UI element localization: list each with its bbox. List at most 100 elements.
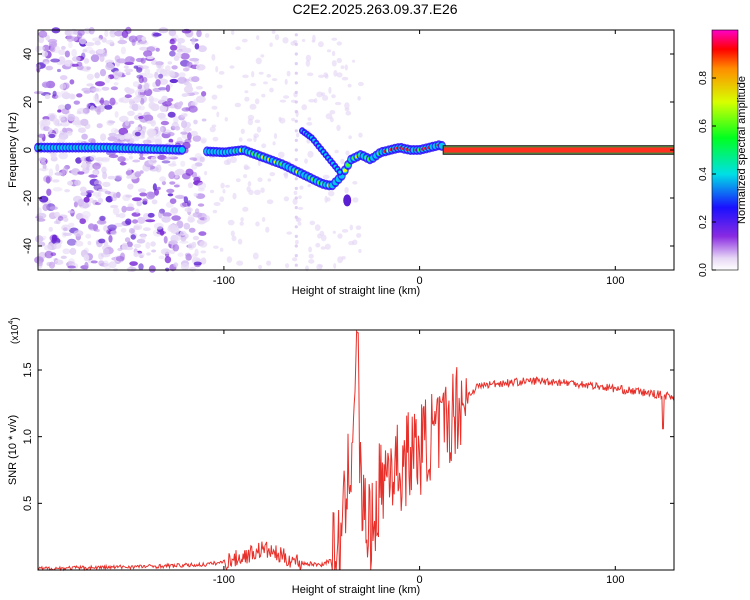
- noise-blob: [36, 218, 46, 222]
- noise-blob: [62, 127, 67, 133]
- noise-blob: [308, 246, 312, 253]
- noise-blob: [197, 182, 207, 190]
- noise-blob: [125, 71, 131, 76]
- noise-blob: [336, 57, 342, 64]
- y-tick-label: 20: [22, 96, 34, 108]
- noise-blob: [168, 29, 177, 37]
- noise-blob: [136, 67, 143, 73]
- noise-blob: [294, 129, 298, 133]
- noise-blob: [121, 30, 129, 38]
- noise-blob: [159, 208, 165, 214]
- noise-blob: [156, 186, 161, 190]
- noise-blob: [101, 86, 110, 91]
- noise-blob: [136, 238, 146, 244]
- spectrogram-ridge: [34, 127, 446, 207]
- noise-blob: [197, 203, 205, 207]
- noise-blob: [186, 200, 192, 207]
- noise-blob: [294, 263, 298, 267]
- noise-blob: [257, 159, 261, 166]
- noise-blob: [96, 109, 101, 115]
- noise-blob: [231, 235, 237, 242]
- noise-blob: [50, 58, 60, 63]
- noise-blob: [73, 201, 78, 208]
- noise-blob: [96, 49, 106, 54]
- noise-blob: [211, 105, 218, 110]
- noise-blob: [35, 235, 44, 243]
- y-tick-label: 1.5: [22, 362, 34, 377]
- noise-blob: [148, 265, 156, 273]
- noise-blob: [124, 94, 132, 99]
- y-tick-label: 0: [22, 147, 34, 153]
- noise-blob: [79, 218, 86, 225]
- noise-blob: [358, 132, 363, 138]
- noise-blob: [97, 197, 104, 204]
- noise-blob: [54, 172, 63, 176]
- noise-blob: [37, 260, 43, 267]
- noise-blob: [227, 219, 235, 226]
- noise-blob: [101, 37, 107, 43]
- noise-blob: [108, 154, 119, 159]
- noise-blob: [191, 163, 198, 170]
- noise-blob: [337, 256, 343, 264]
- noise-blob: [58, 152, 68, 160]
- noise-blob: [256, 126, 262, 133]
- noise-blob: [66, 238, 77, 246]
- noise-blob: [38, 133, 44, 138]
- noise-blob: [48, 261, 56, 269]
- noise-blob: [230, 156, 237, 164]
- noise-blob: [67, 180, 74, 186]
- noise-blob: [82, 107, 90, 114]
- noise-blob: [139, 192, 147, 197]
- noise-blob: [83, 90, 91, 94]
- noise-blob: [83, 254, 90, 262]
- noise-blob: [48, 168, 54, 177]
- noise-blob: [77, 171, 85, 175]
- noise-blob: [118, 127, 129, 135]
- noise-blob: [171, 65, 178, 70]
- noise-blob: [66, 35, 75, 42]
- y-tick-label: 0.5: [22, 496, 34, 511]
- noise-blob: [128, 35, 138, 43]
- colorbar: 0.0 0.2 0.4 0.6 0.8 Normalized spectral ampl…: [698, 29, 748, 277]
- noise-blob: [57, 216, 64, 221]
- noise-blob: [169, 198, 177, 205]
- noise-blob: [174, 194, 185, 199]
- noise-blob: [95, 157, 104, 162]
- noise-blob: [224, 117, 228, 122]
- noise-blob: [88, 27, 95, 35]
- noise-blob: [318, 74, 325, 79]
- noise-blob: [180, 52, 190, 60]
- noise-blob: [347, 83, 352, 88]
- noise-blob: [99, 99, 105, 104]
- noise-blob: [187, 182, 194, 189]
- noise-blob: [204, 215, 211, 222]
- spectrogram-x-ticks: -100 0 100: [213, 30, 624, 287]
- noise-blob: [90, 155, 97, 161]
- noise-blob: [64, 50, 70, 58]
- noise-blob: [49, 234, 59, 243]
- noise-blob: [294, 225, 298, 229]
- noise-blob: [341, 76, 349, 81]
- noise-blob: [58, 116, 66, 121]
- noise-blob: [266, 73, 272, 78]
- noise-blob: [345, 150, 350, 156]
- noise-blob: [117, 156, 126, 163]
- noise-blob: [294, 244, 298, 248]
- noise-blob: [60, 121, 70, 127]
- noise-blob: [90, 54, 100, 63]
- noise-blob: [326, 197, 331, 202]
- noise-blob: [142, 198, 148, 203]
- noise-blob: [314, 224, 321, 232]
- noise-blob: [50, 46, 56, 53]
- noise-blob: [331, 37, 338, 41]
- noise-blob: [294, 52, 298, 56]
- snr-x-ticks: -100 0 100: [213, 330, 624, 586]
- noise-blob: [158, 73, 164, 79]
- noise-blob: [265, 226, 270, 233]
- noise-blob: [272, 141, 276, 146]
- noise-blob: [146, 252, 151, 256]
- noise-blob: [162, 212, 172, 217]
- noise-blob: [297, 221, 302, 226]
- noise-blob: [114, 174, 123, 180]
- noise-blob: [292, 198, 298, 205]
